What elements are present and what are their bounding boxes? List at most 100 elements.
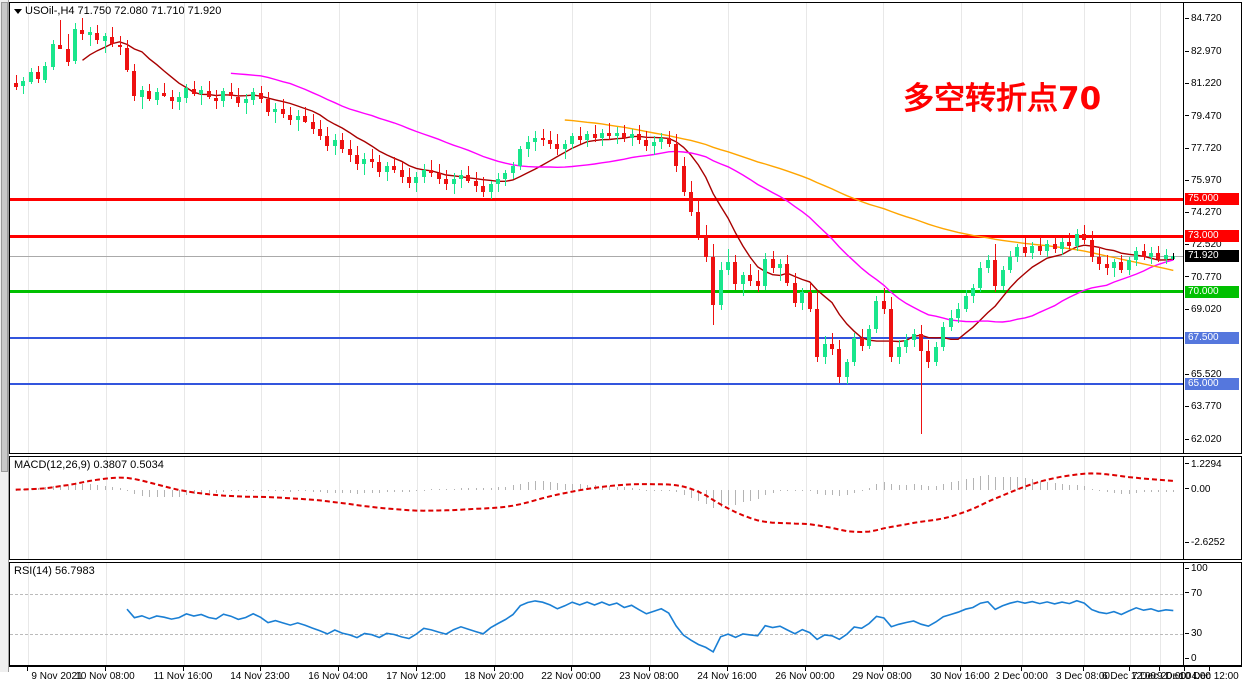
grid-line <box>1022 3 1023 453</box>
candle-wick <box>550 130 551 150</box>
macd-histogram-bar <box>1144 489 1145 493</box>
candle-body <box>748 275 752 281</box>
time-axis[interactable]: 9 Nov 2021 10 Nov 08:00 11 Nov 16:00 14 Nov… <box>9 666 1242 688</box>
macd-histogram-bar <box>928 486 929 490</box>
price-level-label-75.000[interactable]: 75.000 <box>1185 193 1239 206</box>
price-level-line-resistance-73[interactable] <box>10 234 1183 238</box>
macd-histogram-bar <box>617 486 618 490</box>
time-axis-label: 3 Dec 08:00 <box>1056 671 1110 682</box>
price-level-line-resistance-75[interactable] <box>10 197 1183 201</box>
price-axis-tick-label: 62.020 <box>1191 433 1222 445</box>
macd-histogram-bar <box>372 489 373 494</box>
candle-body <box>281 108 285 115</box>
grid-line <box>261 563 262 665</box>
grid-line <box>1160 457 1161 559</box>
macd-histogram-bar <box>899 484 900 490</box>
macd-histogram-bar <box>906 484 907 490</box>
candle-body <box>214 98 218 102</box>
macd-plot-area[interactable] <box>10 457 1183 559</box>
candle-body <box>80 29 84 35</box>
candle-body <box>192 89 196 94</box>
time-axis-label: 14 Nov 23:00 <box>230 671 290 682</box>
candle-body <box>793 282 797 303</box>
price-level-label-73.000[interactable]: 73.000 <box>1185 230 1239 243</box>
grid-line <box>28 3 29 453</box>
macd-histogram-bar <box>580 484 581 490</box>
candle-wick <box>275 103 276 124</box>
vertical-scrollbar-thumb[interactable] <box>1 2 8 472</box>
price-level-label-67.500[interactable]: 67.500 <box>1185 332 1239 345</box>
candle-wick <box>82 17 83 41</box>
candle-body <box>578 136 582 141</box>
rsi-axis-tick-label: 70 <box>1191 587 1203 599</box>
rsi-indicator-panel[interactable]: 100 70 30 0 RSI(14) 56.7983 <box>9 562 1242 666</box>
price-axis-tick: 82.970 <box>1184 46 1241 58</box>
candle-body <box>711 256 715 305</box>
price-level-line-support-67.5[interactable] <box>10 337 1183 340</box>
macd-y-axis[interactable]: 1.2294 0.00 -2.6252 <box>1183 457 1241 559</box>
candle-wick <box>201 86 202 105</box>
candle-body <box>778 264 782 268</box>
macd-histogram-bar <box>1158 489 1159 493</box>
grid-line <box>1130 457 1131 559</box>
price-chart-panel[interactable]: 84.720 82.970 81.220 79.470 77.720 75.970 74.2… <box>9 2 1242 454</box>
price-plot-area[interactable] <box>10 3 1183 453</box>
vertical-scrollbar[interactable] <box>0 0 9 672</box>
macd-histogram-bar <box>454 488 455 490</box>
macd-histogram-bar <box>765 489 766 496</box>
candle-body <box>518 149 522 166</box>
price-axis-tick-label: 77.720 <box>1191 142 1222 154</box>
price-level-label-71.920[interactable]: 71.920 <box>1185 250 1239 263</box>
price-y-axis[interactable]: 84.720 82.970 81.220 79.470 77.720 75.970 74.2… <box>1183 3 1241 453</box>
candle-body <box>726 262 730 270</box>
grid-line <box>572 3 573 453</box>
price-axis-tick: 77.720 <box>1184 142 1241 155</box>
candle-body <box>1060 241 1064 250</box>
candle-body <box>303 115 307 122</box>
grid-line <box>650 563 651 665</box>
macd-indicator-panel[interactable]: 1.2294 0.00 -2.6252 MACD(12,26,9) 0.3807 0… <box>9 456 1242 560</box>
time-axis-label: 11 Nov 16:00 <box>153 671 213 682</box>
candle-body <box>496 178 500 185</box>
candle-body <box>221 90 225 102</box>
price-level-line-current-price-71.920[interactable] <box>10 255 1183 257</box>
price-level-line-pivot-70[interactable] <box>10 290 1183 294</box>
candle-body <box>259 92 263 100</box>
rsi-axis-tick: 0 <box>1184 653 1241 665</box>
candle-body <box>837 349 841 378</box>
macd-histogram-bar <box>120 488 121 490</box>
candle-wick <box>921 325 922 435</box>
time-axis-label: 9 Dec 04:00 <box>1157 671 1211 682</box>
price-level-label-70.000[interactable]: 70.000 <box>1185 285 1239 298</box>
time-axis-tick <box>1129 667 1130 671</box>
time-axis-tick <box>649 667 650 671</box>
grid-line <box>961 3 962 453</box>
candle-body <box>860 338 864 346</box>
grid-line <box>339 3 340 453</box>
chart-annotation-text: 多空转折点70 <box>903 81 1102 117</box>
price-level-line-support-65[interactable] <box>10 383 1183 386</box>
time-axis-label: 10 Nov 08:00 <box>75 671 135 682</box>
macd-histogram-bar <box>1107 489 1108 493</box>
macd-histogram-bar <box>943 483 944 490</box>
chevron-down-icon[interactable] <box>14 8 22 14</box>
candle-wick <box>283 99 284 118</box>
macd-histogram-bar <box>313 489 314 492</box>
candle-body <box>296 115 300 120</box>
candle-body <box>466 175 470 181</box>
time-axis-label: 18 Nov 20:00 <box>464 671 524 682</box>
grid-line <box>417 3 418 453</box>
candle-body <box>652 141 656 146</box>
grid-line <box>1022 457 1023 559</box>
candle-body <box>897 347 901 357</box>
macd-histogram-bar <box>513 485 514 490</box>
macd-histogram-bar <box>468 487 469 490</box>
candle-body <box>808 291 812 309</box>
price-axis-tick: 81.220 <box>1184 78 1241 90</box>
rsi-y-axis[interactable]: 100 70 30 0 <box>1183 563 1241 665</box>
price-level-label-65.000[interactable]: 65.000 <box>1185 378 1239 391</box>
price-axis-tick-label: 69.020 <box>1191 304 1222 316</box>
macd-histogram-bar <box>142 489 143 496</box>
price-axis-tick: 74.270 <box>1184 207 1241 219</box>
rsi-plot-area[interactable] <box>10 563 1183 665</box>
